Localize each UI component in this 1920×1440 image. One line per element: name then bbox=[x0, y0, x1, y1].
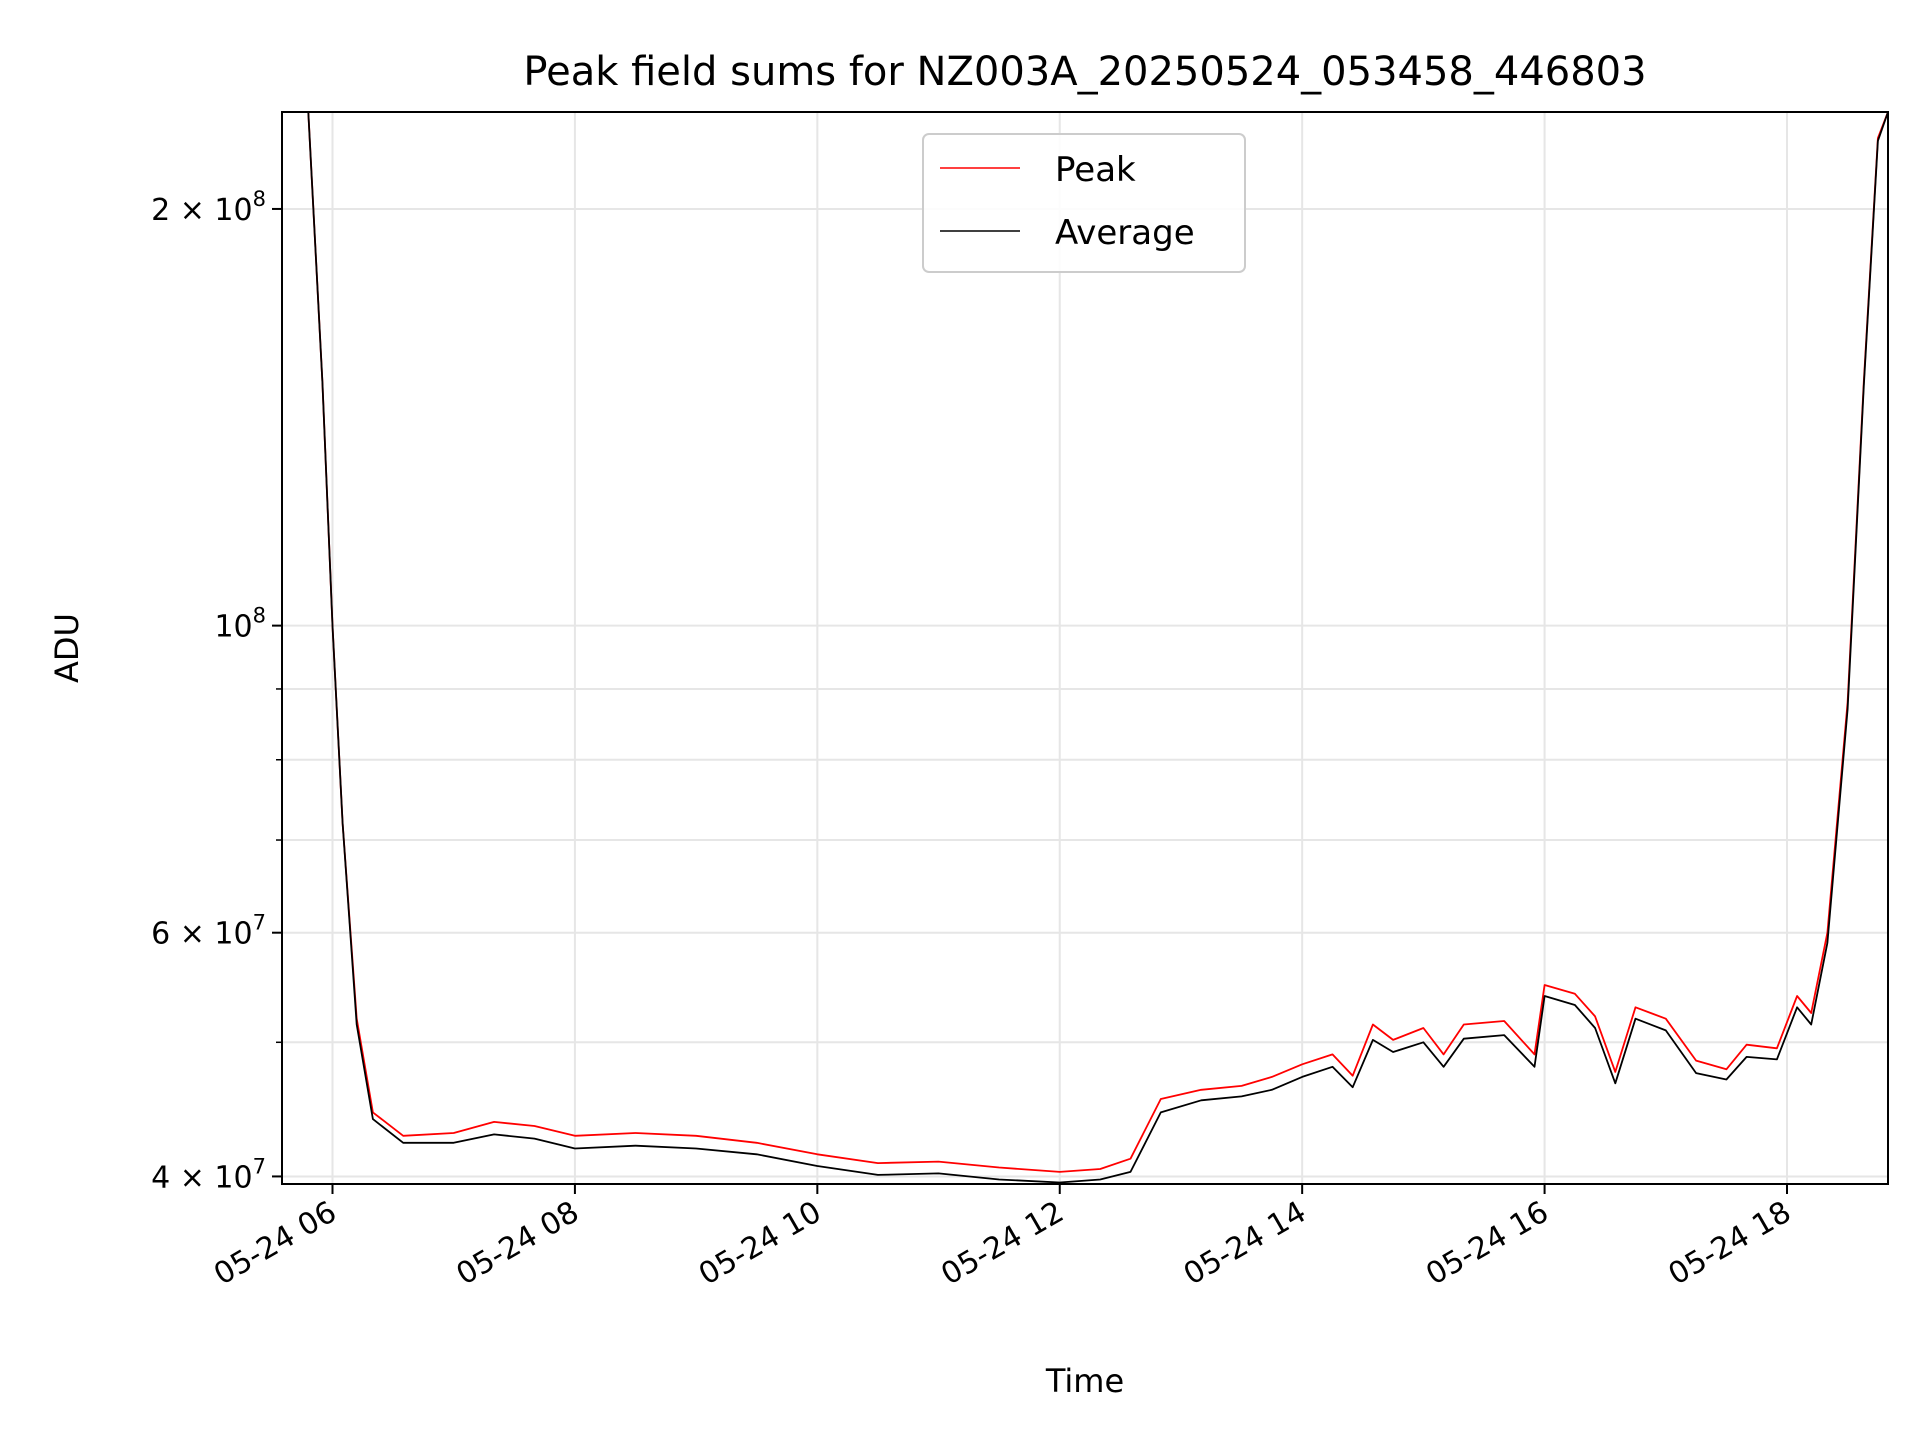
legend-label-peak: Peak bbox=[1055, 150, 1136, 190]
y-tick-label-3: 2 × 108 bbox=[151, 187, 266, 228]
legend: Peak Average bbox=[922, 133, 1246, 273]
chart-title: Peak field sums for NZ003A_20250524_0534… bbox=[523, 49, 1646, 95]
y-axis-label: ADU bbox=[48, 613, 86, 683]
plot-area-border bbox=[281, 111, 1889, 1185]
plot-series bbox=[282, 111, 1889, 1184]
y-tick-label-1: 6 × 107 bbox=[151, 911, 266, 952]
legend-label-average: Average bbox=[1055, 213, 1195, 253]
series-line-peak bbox=[282, 111, 1889, 1173]
y-tick-label-2: 108 bbox=[214, 604, 266, 645]
y-tick-label-0: 4 × 107 bbox=[151, 1154, 266, 1195]
series-line-average bbox=[282, 111, 1889, 1184]
x-axis-label: Time bbox=[1045, 1362, 1124, 1400]
